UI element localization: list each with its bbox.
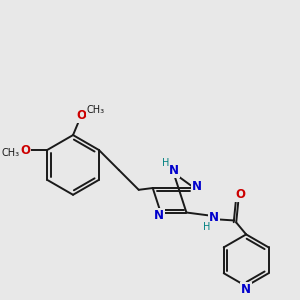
Text: N: N	[241, 283, 251, 296]
Text: N: N	[192, 179, 203, 193]
Text: O: O	[20, 143, 30, 157]
Text: H: H	[162, 158, 169, 168]
Text: O: O	[235, 188, 245, 201]
Text: O: O	[76, 109, 86, 122]
Text: N: N	[169, 164, 178, 177]
Text: CH₃: CH₃	[87, 105, 105, 115]
Text: H: H	[203, 222, 210, 233]
Text: N: N	[209, 211, 219, 224]
Text: N: N	[154, 209, 164, 222]
Text: CH₃: CH₃	[1, 148, 20, 158]
